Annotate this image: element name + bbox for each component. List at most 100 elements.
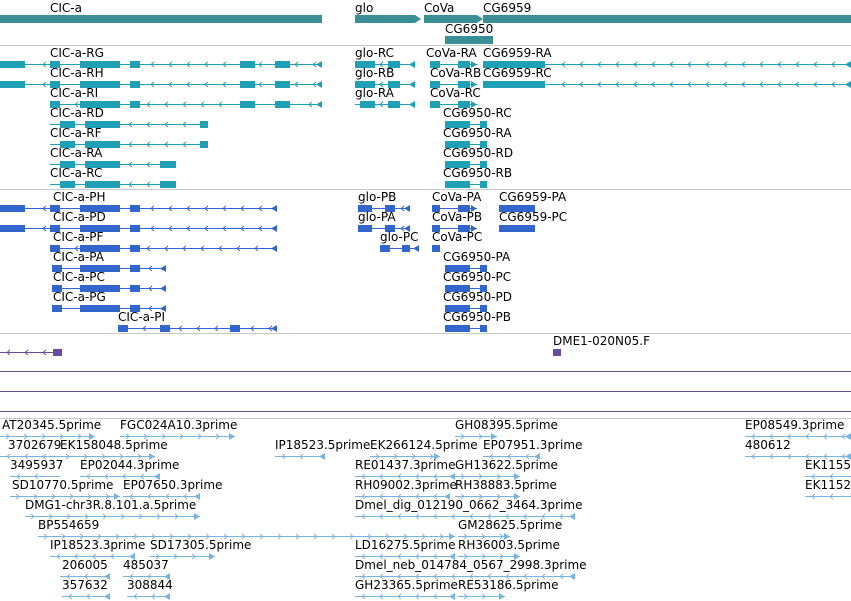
glo-gene-bar <box>355 15 415 23</box>
glo-pc-end-arrow <box>413 245 419 252</box>
cic-a-rg-strand-tick <box>204 61 209 68</box>
cic-a-rh-exon-block <box>240 81 255 88</box>
308844-strand-tick <box>133 593 138 600</box>
ip18523-5prime-strand-tick <box>281 453 286 460</box>
sd10770-5prime-strand-tick <box>69 493 74 500</box>
cg6959-rc-end-arrow <box>845 81 851 88</box>
re01437-3prime-strand-tick <box>433 473 438 480</box>
ep08549-3prime-label: EP08549.3prime <box>745 418 845 432</box>
cg6959-ra-strand-tick <box>669 61 674 68</box>
cic-a-ph-exon-block <box>0 205 25 212</box>
cic-a-ri-strand-tick <box>164 101 169 108</box>
cic-a-rg-strand-tick <box>222 61 227 68</box>
cg6959-rc-strand-tick <box>669 81 674 88</box>
dmel-neb-014784-0567-2998-3prime-strand-tick <box>541 573 546 580</box>
ld16275-5prime-strand-tick <box>361 553 366 560</box>
gh13622-5prime-label: GH13622.5prime <box>455 458 558 472</box>
dmel-dig-012190-0662-3464-3prime-label: Dmel_dig_012190_0662_3464.3prime <box>355 498 583 512</box>
480612-strand-tick <box>841 453 846 460</box>
cic-a-rc-strand-tick <box>128 181 133 188</box>
ld16275-5prime-end-arrow <box>449 553 455 560</box>
206005-strand-tick <box>66 573 71 580</box>
ep07951-3prime-label: EP07951.3prime <box>483 438 583 452</box>
gh23365-5prime-strand-tick <box>361 593 366 600</box>
cg6950-rb-end-arrow <box>481 181 487 188</box>
cic-a-rg-exon-block <box>130 61 140 68</box>
cova-pb-label: CoVa-PB <box>432 210 483 224</box>
480612-strand-tick <box>751 453 756 460</box>
cic-a-rh-exon-block <box>0 81 25 88</box>
cg6959-ra-strand-tick <box>777 61 782 68</box>
308844-label: 308844 <box>127 578 173 592</box>
bp554659-strand-tick <box>439 533 444 540</box>
cic-a-rg-exon-block <box>80 61 120 68</box>
cic-a-rf-end-arrow <box>202 141 208 148</box>
cg6959-ra-strand-tick <box>723 61 728 68</box>
cic-a-pc-exon-block <box>130 285 140 292</box>
rh09002-3prime-strand-tick <box>379 493 384 500</box>
ep08549-3prime-strand-tick <box>751 433 756 440</box>
dmel-dig-012190-0662-3464-3prime-strand-tick <box>433 513 438 520</box>
cova-ra-label: CoVa-RA <box>426 46 477 60</box>
ep08549-3prime-strand-tick <box>805 433 810 440</box>
glo-pb-label: glo-PB <box>358 190 397 204</box>
cic-a-rg-exon-block <box>275 61 290 68</box>
re53186-5prime-end-arrow <box>499 593 505 600</box>
dmg1-chr3r-8-101-a-5prime-strand-tick <box>102 513 107 520</box>
357632-strand-tick <box>86 593 91 600</box>
cg6950-rc-end-arrow <box>481 121 487 128</box>
cic-a-ph-exon-block <box>130 205 140 212</box>
cg6959-rc-strand-tick <box>687 81 692 88</box>
cova-rb-end-arrow <box>471 81 477 88</box>
308844-strand-tick <box>151 593 156 600</box>
cg6959-rc-strand-tick <box>615 81 620 88</box>
glo-ra-exon-block <box>388 101 400 108</box>
cic-a-pf-strand-tick <box>236 245 241 252</box>
cg6959-ra-strand-tick <box>597 61 602 68</box>
cg6959-gene-bar <box>483 15 851 23</box>
480612-label: 480612 <box>745 438 791 452</box>
ep07951-3prime-end-arrow <box>534 453 540 460</box>
ek1155-label: EK1155 <box>805 458 851 472</box>
cova-pc-label: CoVa-PC <box>432 230 483 244</box>
gh23365-5prime-end-arrow <box>449 593 455 600</box>
cova-pb-end-arrow <box>471 225 477 232</box>
sd10770-5prime-strand-tick <box>87 493 92 500</box>
cic-a-pd-end-arrow <box>271 225 277 232</box>
cic-a-rc-end-arrow <box>170 181 176 188</box>
at20345-5prime-strand-tick <box>23 433 28 440</box>
ek1155-strand-tick <box>811 473 816 480</box>
cova-ra-end-arrow <box>471 61 477 68</box>
dmel-neb-014784-0567-2998-3prime-strand-tick <box>451 573 456 580</box>
glo-pb-end-arrow <box>404 205 410 212</box>
cic-a-gene-bar <box>0 15 322 23</box>
cic-a-pa-strand-tick <box>148 265 153 272</box>
gh08395-5prime-end-arrow <box>491 433 497 440</box>
gh08395-5prime-strand-tick <box>460 433 465 440</box>
cic-a-rh-strand-tick <box>222 81 227 88</box>
dmg1-chr3r-8-101-a-5prime-strand-tick <box>30 513 35 520</box>
cg6959-rc-label: CG6959-RC <box>483 66 552 80</box>
cic-a-rh-exon-block <box>50 81 60 88</box>
glo-pc-label: glo-PC <box>380 230 419 244</box>
cic-a-rc-label: CIC-a-RC <box>50 166 103 180</box>
bp554659-strand-tick <box>259 533 264 540</box>
rh38883-5prime-strand-tick <box>496 493 501 500</box>
480612-strand-tick <box>805 453 810 460</box>
cic-a-ph-strand-tick <box>186 205 191 212</box>
cic-a-pd-strand-tick <box>240 225 245 232</box>
cic-a-rf-exon-block <box>85 141 120 148</box>
cg6959-ra-exon-block <box>483 61 545 68</box>
cic-a-ph-strand-tick <box>42 205 47 212</box>
cic-a-pc-label: CIC-a-PC <box>53 270 105 284</box>
cic-a-rf-label: CIC-a-RF <box>50 126 102 140</box>
sd17305-5prime-end-arrow <box>209 553 215 560</box>
cg6959-rc-strand-tick <box>633 81 638 88</box>
glo-pb-exon-block <box>385 205 395 212</box>
480612-strand-tick <box>823 453 828 460</box>
dmg1-chr3r-8-101-a-5prime-strand-tick <box>156 513 161 520</box>
bp554659-strand-tick <box>97 533 102 540</box>
cic-a-ph-strand-tick <box>150 205 155 212</box>
cic-a-ra-exon-block <box>85 161 120 168</box>
